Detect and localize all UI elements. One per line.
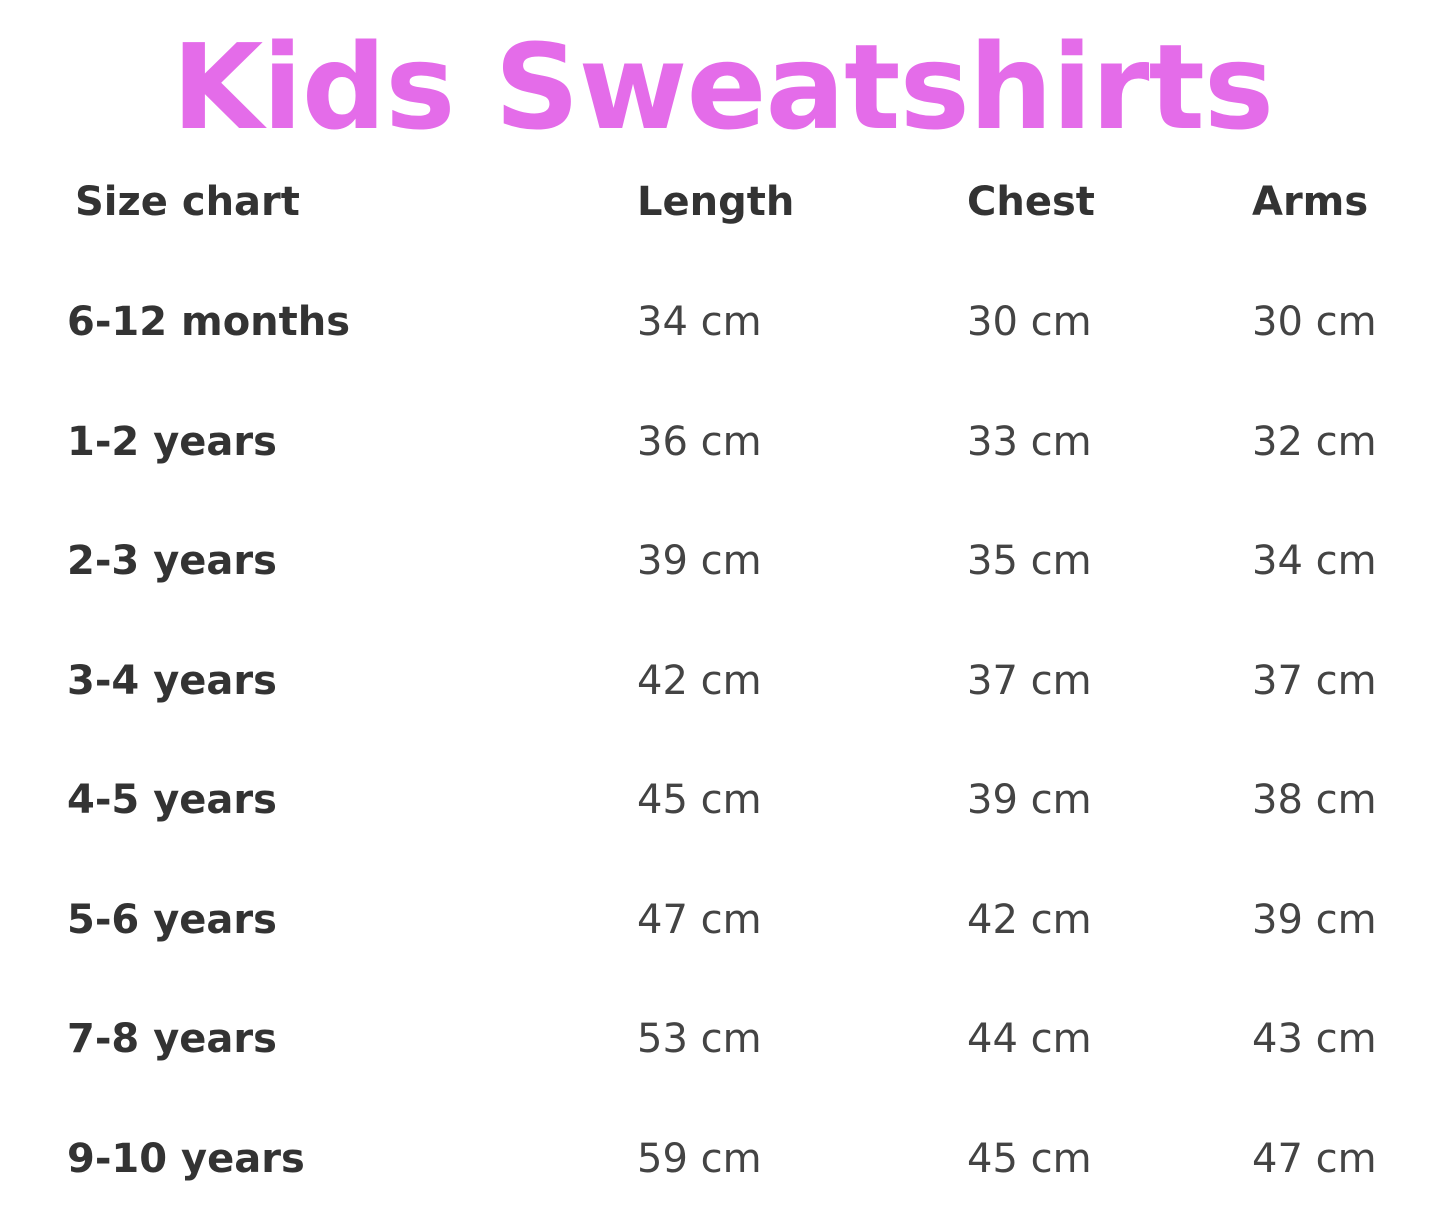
size-cell: 4-5 years [67,777,277,823]
chest-cell: 37 cm [967,657,1092,704]
length-cell: 34 cm [637,299,762,345]
length-cell: 45 cm [637,777,762,823]
length-cell: 42 cm [637,657,762,704]
size-cell: 9-10 years [67,1135,305,1182]
length-cell: 53 cm [637,1016,762,1062]
table-row: 6-12 months 34 cm 30 cm 30 cm [0,292,1445,352]
table-row: 2-3 years 39 cm 35 cm 34 cm [0,531,1445,591]
size-cell: 1-2 years [67,418,277,465]
chest-cell: 35 cm [967,538,1092,584]
arms-cell: 38 cm [1252,777,1377,823]
table-row: 1-2 years 36 cm 33 cm 32 cm [0,412,1445,472]
chest-cell: 30 cm [967,299,1092,345]
size-cell: 3-4 years [67,657,277,704]
arms-cell: 47 cm [1252,1135,1377,1182]
table-row: 3-4 years 42 cm 37 cm 37 cm [0,651,1445,711]
arms-cell: 37 cm [1252,657,1377,704]
arms-cell: 43 cm [1252,1016,1377,1062]
header-arms: Arms [1252,179,1369,225]
header-length: Length [637,179,795,225]
chest-cell: 39 cm [967,777,1092,823]
header-size-chart: Size chart [75,179,300,225]
chest-cell: 44 cm [967,1016,1092,1062]
length-cell: 59 cm [637,1135,762,1182]
table-row: 4-5 years 45 cm 39 cm 38 cm [0,770,1445,830]
length-cell: 47 cm [637,896,762,943]
header-chest: Chest [967,179,1095,225]
size-cell: 7-8 years [67,1016,277,1062]
size-cell: 6-12 months [67,299,351,345]
table-row: 9-10 years 59 cm 45 cm 47 cm [0,1129,1445,1189]
length-cell: 36 cm [637,418,762,465]
arms-cell: 39 cm [1252,896,1377,943]
arms-cell: 34 cm [1252,538,1377,584]
arms-cell: 32 cm [1252,418,1377,465]
chest-cell: 33 cm [967,418,1092,465]
arms-cell: 30 cm [1252,299,1377,345]
table-row: 7-8 years 53 cm 44 cm 43 cm [0,1009,1445,1069]
chest-cell: 45 cm [967,1135,1092,1182]
table-row: 5-6 years 47 cm 42 cm 39 cm [0,890,1445,950]
length-cell: 39 cm [637,538,762,584]
size-cell: 5-6 years [67,896,277,943]
page-title: Kids Sweatshirts [171,18,1274,156]
chest-cell: 42 cm [967,896,1092,943]
size-cell: 2-3 years [67,538,277,584]
